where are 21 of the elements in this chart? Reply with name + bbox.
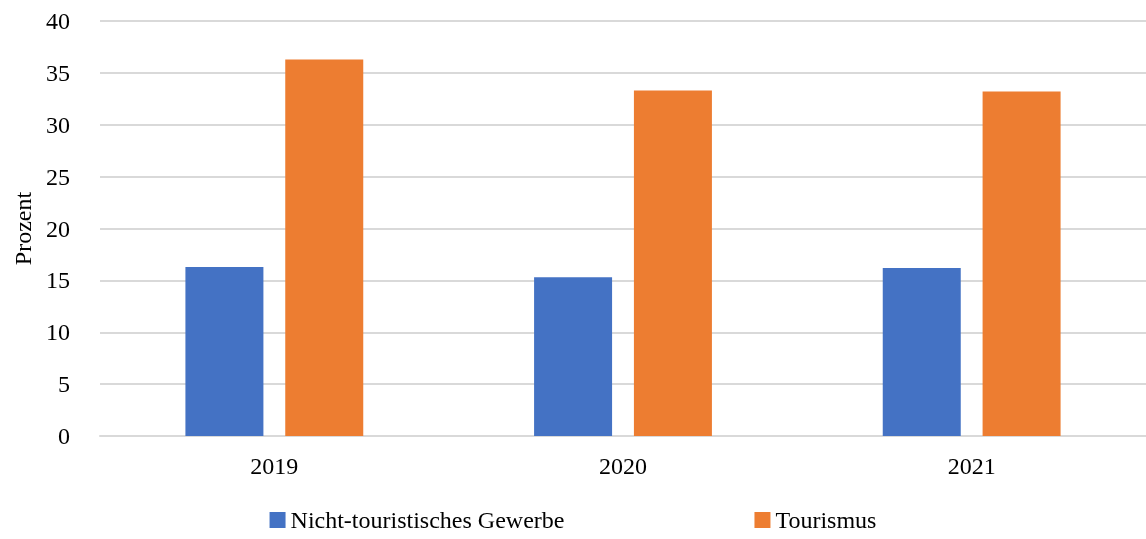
legend-label: Nicht-touristisches Gewerbe [290,507,565,533]
y-tick-label: 20 [46,215,70,242]
bar [982,91,1061,436]
y-tick-label: 15 [46,267,70,294]
y-tick-label: 0 [58,423,70,449]
x-tick-label: 2021 [947,453,996,479]
bar [185,266,264,436]
y-axis-title: Prozent [10,191,37,266]
x-tick-label: 2020 [599,453,647,479]
y-tick-label: 40 [46,8,70,34]
y-tick-label: 25 [46,163,70,190]
legend-label: Tourismus [775,507,877,533]
y-tick-label: 35 [46,59,70,86]
y-tick-label: 30 [46,111,70,138]
bar [534,277,613,436]
y-tick-label: 5 [58,371,70,398]
y-tick-label: 10 [46,319,70,346]
bar [285,59,364,436]
bar [633,90,712,436]
bar [882,267,961,436]
x-tick-label: 2019 [250,453,299,479]
